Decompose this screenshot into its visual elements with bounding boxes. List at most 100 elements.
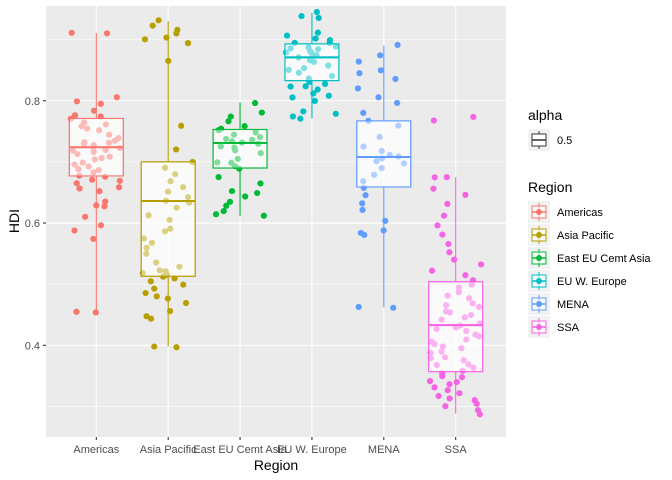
x-tick-label: EU W. Europe	[277, 444, 347, 456]
data-point	[225, 118, 232, 125]
data-point	[430, 117, 437, 124]
data-point	[76, 185, 83, 192]
data-point	[257, 180, 264, 187]
data-point	[287, 83, 294, 90]
data-point	[298, 12, 305, 20]
data-point	[163, 34, 170, 41]
box-overlay	[212, 128, 268, 169]
legend-key-point	[536, 232, 542, 238]
data-point	[73, 308, 80, 315]
data-point	[71, 227, 78, 234]
data-point	[149, 22, 156, 29]
data-point	[165, 57, 172, 65]
data-point	[96, 188, 103, 195]
legend-label-region: Asia Pacific	[557, 230, 614, 242]
data-point	[462, 191, 469, 198]
data-point	[228, 187, 236, 195]
data-point	[325, 92, 332, 99]
data-point	[435, 392, 442, 400]
data-point	[394, 41, 401, 49]
legend-label-region: East EU Cemt Asia	[557, 253, 651, 265]
data-point	[178, 122, 185, 129]
y-tick-label: 0.4	[25, 340, 40, 352]
data-point	[450, 256, 458, 263]
data-point	[143, 313, 150, 320]
data-point	[355, 303, 362, 310]
data-point	[312, 35, 319, 42]
data-point	[428, 267, 436, 274]
data-point	[302, 83, 309, 90]
data-point	[311, 97, 318, 104]
data-point	[439, 231, 446, 238]
data-point	[332, 110, 339, 117]
data-point	[300, 108, 307, 115]
data-point	[310, 90, 317, 97]
data-point	[390, 304, 397, 311]
data-point	[297, 115, 304, 122]
x-axis-title: Region	[254, 457, 298, 473]
data-point	[227, 113, 234, 120]
point-layer	[67, 8, 485, 418]
data-point	[431, 384, 438, 391]
data-point	[155, 17, 162, 24]
data-point	[182, 299, 190, 307]
data-point	[357, 229, 364, 237]
legend-label-region: Americas	[557, 207, 603, 219]
data-point	[394, 99, 401, 107]
data-point	[258, 109, 265, 116]
data-point	[215, 174, 222, 181]
data-point	[315, 14, 322, 22]
x-tick-label: SSA	[445, 444, 468, 456]
legend-key-point	[536, 255, 542, 261]
data-point	[375, 94, 382, 101]
data-point	[153, 293, 160, 300]
data-point	[443, 174, 450, 181]
data-point	[241, 123, 248, 130]
legend-title-alpha: alpha	[528, 107, 562, 123]
data-point	[167, 308, 174, 315]
legend-label-region: SSA	[557, 322, 580, 334]
data-point	[73, 98, 81, 105]
data-point	[97, 222, 105, 229]
data-point	[251, 99, 259, 107]
data-point	[289, 113, 296, 120]
data-point	[223, 202, 230, 209]
data-point	[142, 289, 149, 297]
legend: alpha 0.5 Region Americas Asia Pacific East E…	[528, 107, 651, 338]
data-point	[180, 281, 187, 288]
data-point	[141, 36, 149, 43]
data-point	[359, 200, 366, 207]
data-point	[172, 146, 180, 153]
data-point	[313, 8, 320, 16]
x-tick-label: East EU Cemt Asia	[193, 444, 287, 456]
data-point	[283, 32, 291, 39]
data-point	[68, 29, 75, 36]
data-point	[173, 344, 180, 351]
legend-key-point	[536, 209, 542, 215]
data-point	[314, 29, 322, 36]
data-point	[73, 180, 80, 187]
data-point	[431, 174, 438, 181]
data-point	[164, 295, 171, 302]
data-point	[382, 217, 389, 224]
data-point	[97, 100, 104, 107]
data-point	[184, 40, 192, 47]
data-point	[360, 109, 367, 116]
data-point	[92, 309, 99, 316]
legend-label-region: EU W. Europe	[557, 276, 627, 288]
data-point	[356, 70, 363, 77]
data-point	[151, 285, 158, 292]
data-point	[377, 52, 384, 59]
data-point	[453, 378, 460, 386]
data-point	[392, 75, 399, 83]
data-point	[115, 184, 123, 191]
data-point	[359, 206, 366, 213]
y-tick-label: 0.8	[25, 96, 40, 108]
data-point	[103, 30, 111, 37]
data-point	[171, 275, 178, 282]
data-point	[116, 177, 123, 184]
legend-label-region: MENA	[557, 299, 589, 311]
data-point	[82, 213, 89, 220]
